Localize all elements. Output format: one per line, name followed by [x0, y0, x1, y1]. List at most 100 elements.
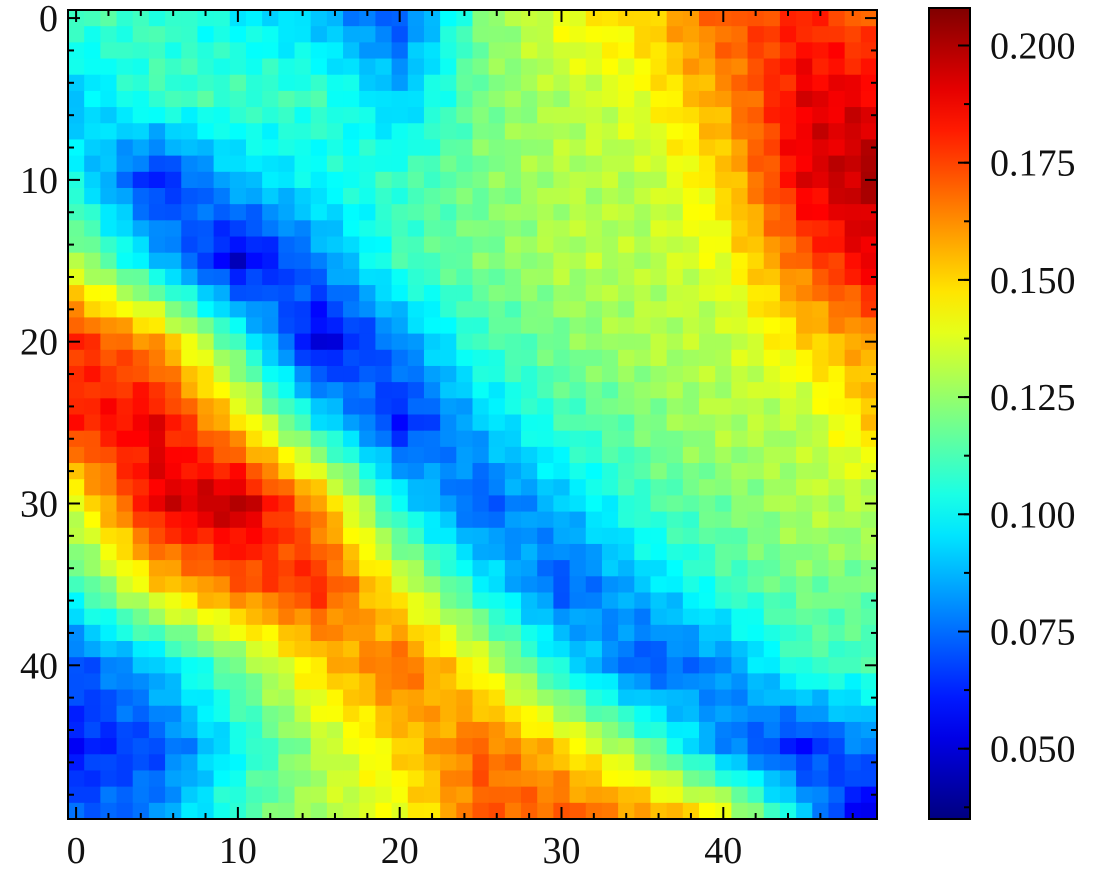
heatmap-cell [488, 155, 506, 173]
heatmap-cell [488, 382, 506, 399]
heatmap-cell [262, 463, 279, 480]
heatmap-cell [779, 333, 797, 351]
heatmap-cell [699, 382, 716, 399]
heatmap-cell [618, 317, 635, 335]
heatmap-cell [585, 365, 603, 383]
heatmap-cell [472, 365, 490, 383]
heatmap-cell [391, 479, 409, 496]
heatmap-cell [68, 511, 85, 529]
heatmap-cell [601, 414, 619, 432]
heatmap-cell [601, 463, 619, 480]
heatmap-cell [521, 220, 538, 238]
heatmap-cell [812, 430, 830, 448]
heatmap-cell [812, 107, 830, 124]
heatmap-cell [100, 365, 118, 383]
heatmap-cell [504, 624, 522, 642]
heatmap-cell [666, 543, 684, 561]
heatmap-cell [618, 365, 635, 383]
heatmap-cell [262, 10, 279, 27]
heatmap-cell [132, 317, 150, 335]
heatmap-cell [278, 285, 296, 302]
heatmap-cell [456, 754, 474, 772]
heatmap-cell [359, 171, 377, 189]
heatmap-cell [84, 738, 101, 755]
heatmap-cell [618, 42, 635, 60]
heatmap-cell [537, 398, 554, 416]
heatmap-cell [828, 317, 846, 335]
heatmap-cell [213, 204, 231, 221]
heatmap-cell [796, 139, 813, 157]
heatmap-cell [666, 10, 684, 27]
heatmap-cell [262, 446, 279, 464]
heatmap-cell [715, 107, 732, 124]
heatmap-cell [860, 301, 878, 319]
heatmap-cell [844, 414, 862, 432]
heatmap-cell [197, 26, 215, 43]
heatmap-cell [521, 74, 538, 92]
heatmap-cell [197, 333, 215, 351]
heatmap-cell [229, 511, 247, 529]
heatmap-cell [763, 657, 781, 674]
heatmap-cell [488, 641, 506, 658]
heatmap-cell [682, 738, 700, 755]
heatmap-cell [116, 592, 134, 610]
heatmap-cell [682, 479, 700, 496]
heatmap-cell [601, 285, 619, 302]
heatmap-cell [68, 705, 85, 723]
heatmap-cell [229, 576, 247, 594]
heatmap-cell [310, 786, 328, 804]
heatmap-cell [294, 560, 312, 577]
heatmap-cell [407, 171, 425, 189]
heatmap-cell [84, 268, 101, 286]
heatmap-cell [860, 576, 878, 594]
heatmap-cell [310, 10, 328, 27]
heatmap-cell [504, 463, 522, 480]
heatmap-cell [213, 414, 231, 432]
heatmap-cell [666, 236, 684, 254]
heatmap-cell [731, 463, 749, 480]
heatmap-cell [359, 641, 377, 658]
heatmap-cell [731, 414, 749, 432]
heatmap-cell [569, 398, 587, 416]
heatmap-cell [504, 58, 522, 76]
heatmap-cell [326, 139, 344, 157]
colorbar-tick-label: 0.150 [990, 260, 1076, 302]
heatmap-cell [359, 252, 377, 270]
heatmap-cell [229, 90, 247, 108]
heatmap-cell [181, 398, 199, 416]
heatmap-cell [440, 576, 457, 594]
heatmap-cell [682, 349, 700, 367]
heatmap-cell [197, 543, 215, 561]
heatmap-cell [731, 802, 749, 820]
heatmap-cell [245, 26, 263, 43]
heatmap-cell [197, 236, 215, 254]
heatmap-cell [763, 738, 781, 755]
heatmap-cell [197, 187, 215, 205]
heatmap-cell [731, 171, 749, 189]
heatmap-cell [84, 673, 101, 691]
heatmap-cell [796, 560, 813, 577]
heatmap-cell [796, 738, 813, 755]
heatmap-cell [116, 90, 134, 108]
heatmap-cell [148, 398, 166, 416]
heatmap-cell [844, 317, 862, 335]
heatmap-cell [278, 398, 296, 416]
heatmap-cell [472, 657, 490, 674]
heatmap-cell [278, 10, 296, 27]
heatmap-cell [472, 511, 490, 529]
heatmap-cell [359, 236, 377, 254]
heatmap-cell [472, 171, 490, 189]
heatmap-cell [84, 349, 101, 367]
heatmap-cell [116, 187, 134, 205]
heatmap-cell [148, 90, 166, 108]
heatmap-cell [585, 560, 603, 577]
heatmap-cell [779, 576, 797, 594]
heatmap-cell [812, 721, 830, 739]
heatmap-cell [828, 543, 846, 561]
heatmap-cell [472, 285, 490, 302]
heatmap-cell [181, 123, 199, 141]
heatmap-cell [763, 576, 781, 594]
heatmap-cell [391, 446, 409, 464]
heatmap-cell [456, 463, 474, 480]
